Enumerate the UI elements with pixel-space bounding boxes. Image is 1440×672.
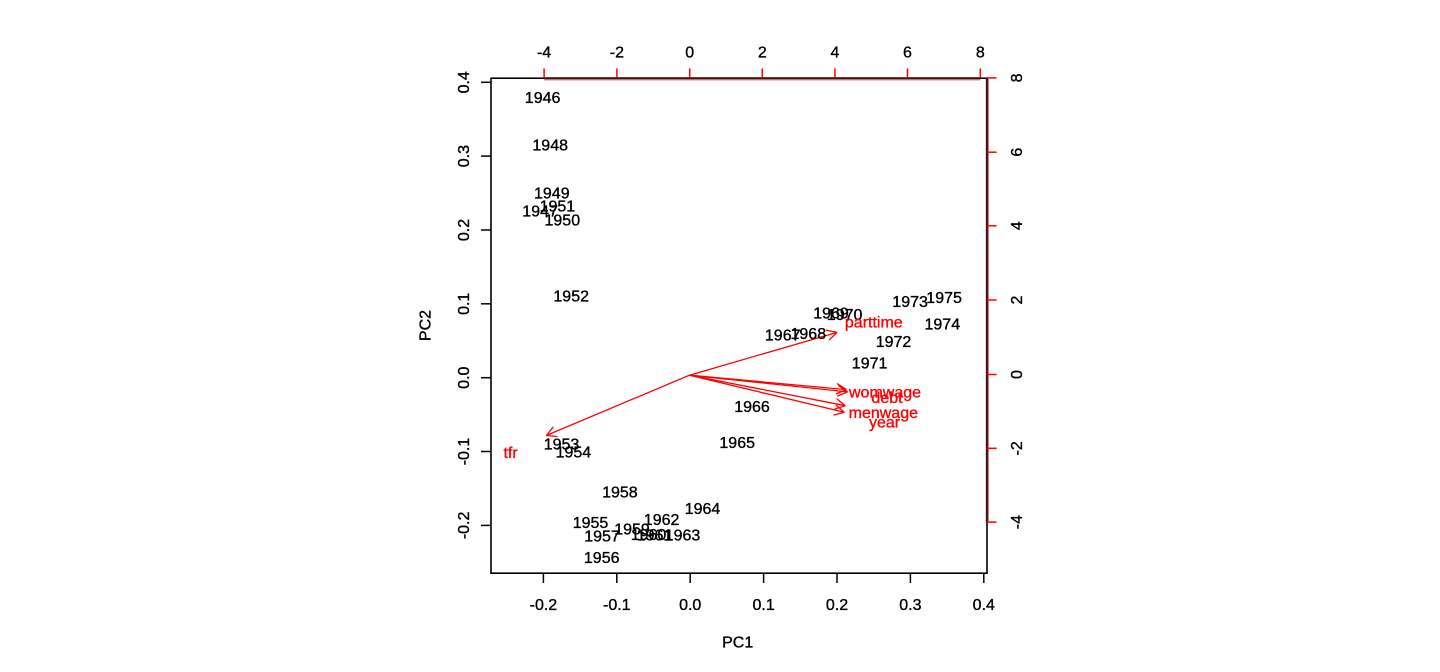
svg-text:0: 0: [1009, 370, 1026, 379]
svg-text:menwage: menwage: [849, 405, 918, 422]
svg-text:1971: 1971: [852, 356, 888, 373]
svg-text:0.0: 0.0: [679, 597, 701, 614]
svg-text:6: 6: [903, 45, 912, 62]
svg-text:1958: 1958: [602, 485, 638, 502]
svg-text:-0.1: -0.1: [603, 597, 631, 614]
svg-text:1960: 1960: [631, 527, 667, 544]
svg-text:1967: 1967: [765, 328, 801, 345]
svg-text:1963: 1963: [665, 528, 701, 545]
svg-text:0.0: 0.0: [456, 366, 473, 388]
svg-text:0.3: 0.3: [899, 597, 921, 614]
svg-text:parttime: parttime: [845, 315, 903, 332]
svg-text:1948: 1948: [532, 138, 568, 155]
svg-text:1946: 1946: [525, 90, 561, 107]
svg-text:PC1: PC1: [722, 634, 753, 651]
svg-text:-2: -2: [610, 45, 624, 62]
svg-text:0.1: 0.1: [456, 293, 473, 315]
svg-text:tfr: tfr: [503, 445, 518, 462]
svg-text:year: year: [869, 415, 901, 432]
svg-text:1951: 1951: [540, 199, 576, 216]
svg-text:1947: 1947: [522, 204, 558, 221]
svg-text:1968: 1968: [791, 326, 827, 343]
svg-text:PC2: PC2: [418, 310, 435, 341]
svg-text:0.2: 0.2: [826, 597, 848, 614]
svg-text:1973: 1973: [892, 294, 928, 311]
svg-text:4: 4: [1009, 221, 1026, 230]
svg-text:-2: -2: [1009, 441, 1026, 455]
svg-text:1961: 1961: [637, 528, 673, 545]
svg-text:1953: 1953: [544, 437, 580, 454]
svg-text:1950: 1950: [545, 213, 581, 230]
svg-text:0.1: 0.1: [752, 597, 774, 614]
svg-text:1970: 1970: [827, 307, 863, 324]
svg-text:2: 2: [1009, 295, 1026, 304]
svg-text:1954: 1954: [556, 444, 592, 461]
svg-text:-0.1: -0.1: [456, 438, 473, 466]
svg-text:8: 8: [976, 45, 985, 62]
svg-text:0.4: 0.4: [456, 71, 473, 93]
svg-text:6: 6: [1009, 148, 1026, 157]
svg-text:1965: 1965: [719, 435, 755, 452]
svg-text:4: 4: [830, 45, 839, 62]
svg-text:8: 8: [1009, 73, 1026, 82]
svg-text:2: 2: [758, 45, 767, 62]
svg-text:1969: 1969: [813, 306, 849, 323]
svg-text:-4: -4: [537, 45, 551, 62]
svg-text:0.2: 0.2: [456, 219, 473, 241]
svg-text:1956: 1956: [584, 550, 620, 567]
svg-text:1959: 1959: [614, 521, 650, 538]
svg-text:1974: 1974: [925, 316, 961, 333]
svg-text:1964: 1964: [685, 501, 721, 518]
svg-text:0.3: 0.3: [456, 145, 473, 167]
svg-text:1952: 1952: [553, 288, 589, 305]
svg-text:1972: 1972: [876, 334, 912, 351]
svg-text:-4: -4: [1009, 515, 1026, 529]
svg-text:1955: 1955: [573, 515, 609, 532]
svg-text:1949: 1949: [534, 185, 570, 202]
svg-text:womwage: womwage: [848, 384, 921, 401]
svg-text:-0.2: -0.2: [530, 597, 558, 614]
svg-text:debt: debt: [871, 390, 903, 407]
svg-text:1975: 1975: [926, 290, 962, 307]
svg-text:1957: 1957: [584, 528, 620, 545]
svg-text:0.4: 0.4: [973, 597, 995, 614]
svg-text:1962: 1962: [644, 512, 680, 529]
svg-text:1966: 1966: [734, 399, 770, 416]
svg-text:0: 0: [685, 45, 694, 62]
svg-text:-0.2: -0.2: [456, 512, 473, 540]
